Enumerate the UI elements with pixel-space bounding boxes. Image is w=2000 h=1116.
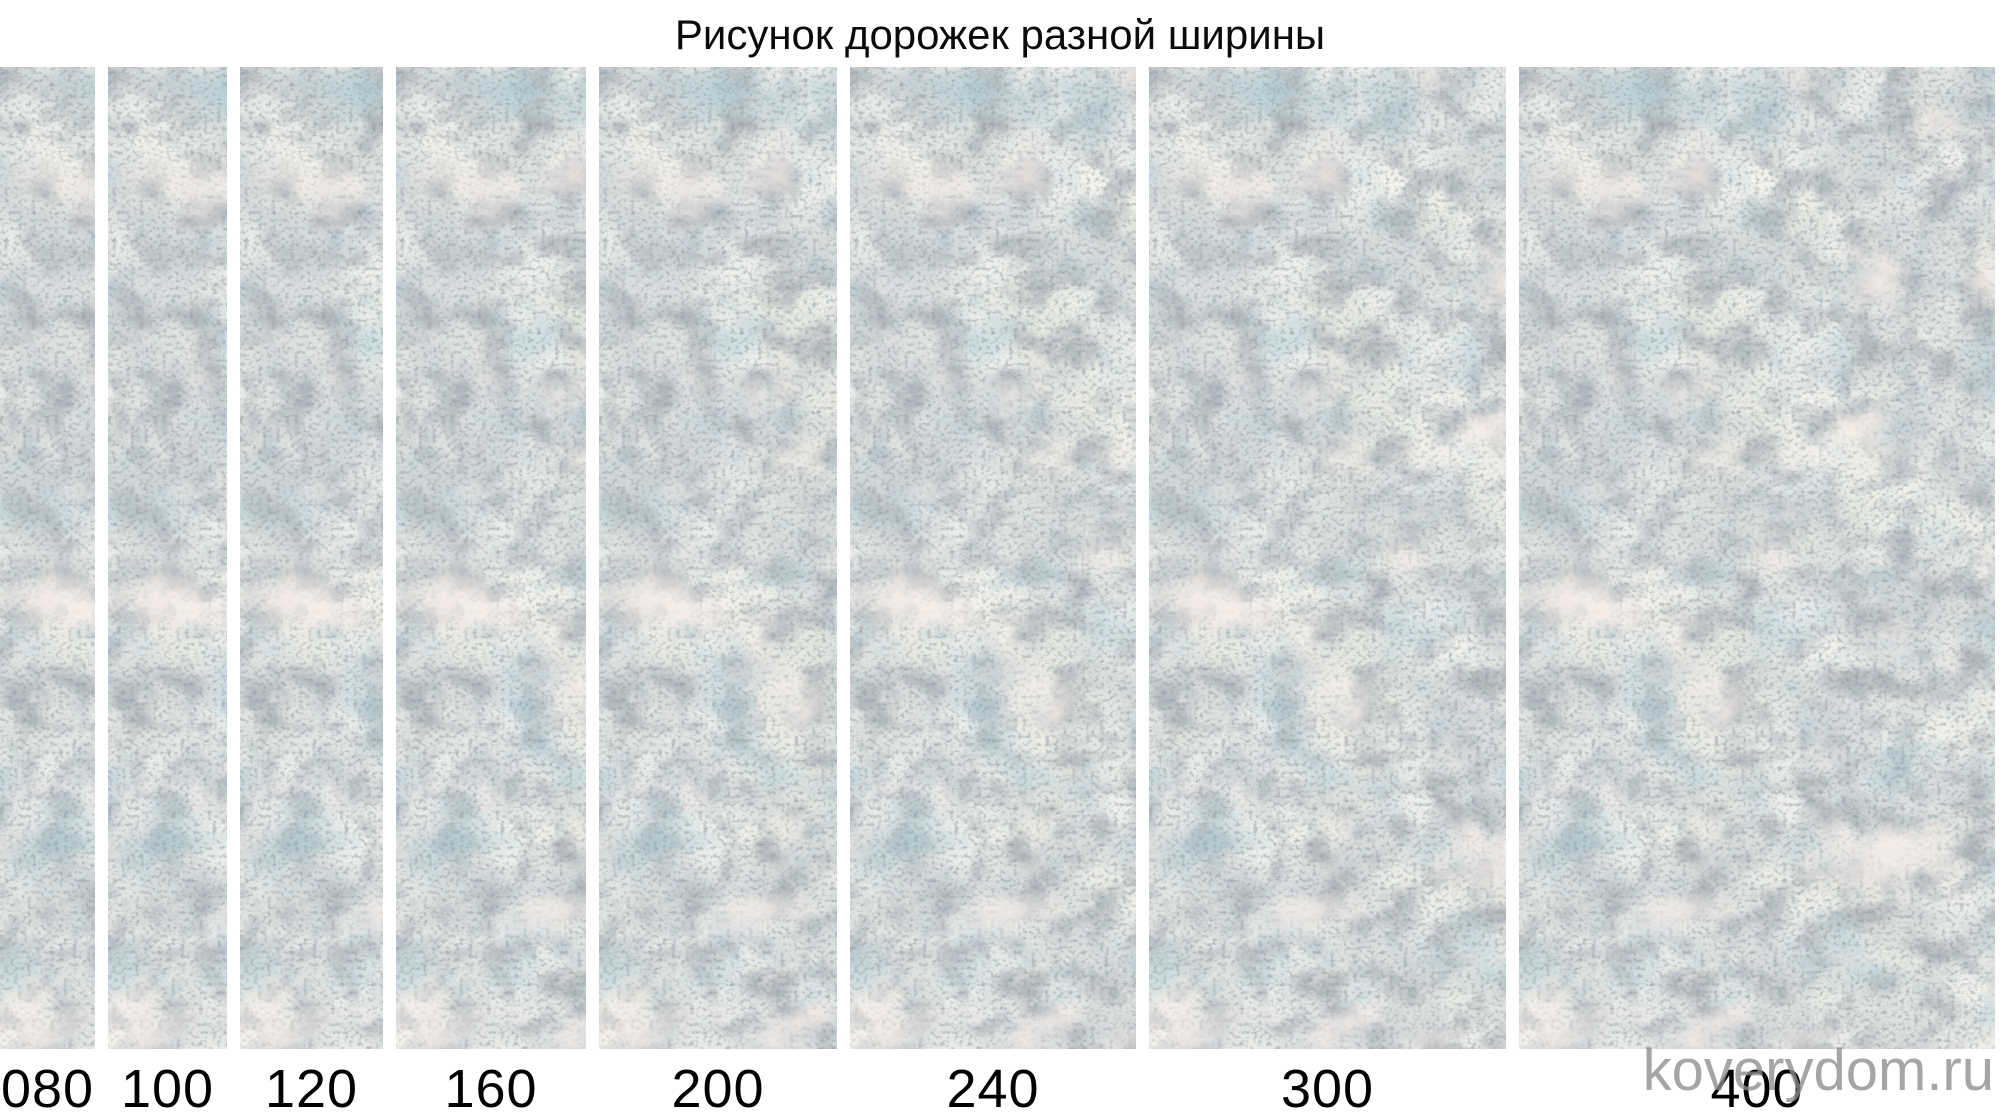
runner-strip: 080 <box>0 67 95 1116</box>
runner-strips: 080 100 120 160 200 240 300 400 <box>0 67 2000 1116</box>
strip-width-label: 160 <box>444 1059 538 1116</box>
runner-strip: 240 <box>850 67 1136 1116</box>
strip-width-label: 200 <box>671 1059 765 1116</box>
runner-strip: 160 <box>396 67 586 1116</box>
runner-strip: 100 <box>108 67 227 1116</box>
runner-strip: 120 <box>240 67 383 1116</box>
carpet-texture-image <box>396 67 586 1049</box>
watermark-text: koverydom.ru <box>1642 1038 1994 1103</box>
strip-width-label: 400 <box>1710 1059 1804 1116</box>
runner-strip: 400 <box>1519 67 1995 1116</box>
strip-width-label: 120 <box>264 1059 359 1116</box>
carpet-texture-image <box>240 67 383 1049</box>
carpet-texture-image <box>0 67 95 1049</box>
carpet-texture-image <box>850 67 1136 1049</box>
strip-width-label: 300 <box>1280 1059 1375 1116</box>
runner-strip: 300 <box>1149 67 1506 1116</box>
carpet-texture-image <box>1149 67 1506 1049</box>
strip-width-label: 100 <box>120 1059 215 1116</box>
strip-width-label: 080 <box>0 1059 95 1116</box>
strip-width-label: 240 <box>946 1059 1040 1116</box>
carpet-texture-image <box>1519 67 1995 1049</box>
carpet-texture-image <box>108 67 227 1049</box>
page-title: Рисунок дорожек разной ширины <box>674 11 1326 58</box>
carpet-texture-image <box>599 67 837 1049</box>
runner-strip: 200 <box>599 67 837 1116</box>
